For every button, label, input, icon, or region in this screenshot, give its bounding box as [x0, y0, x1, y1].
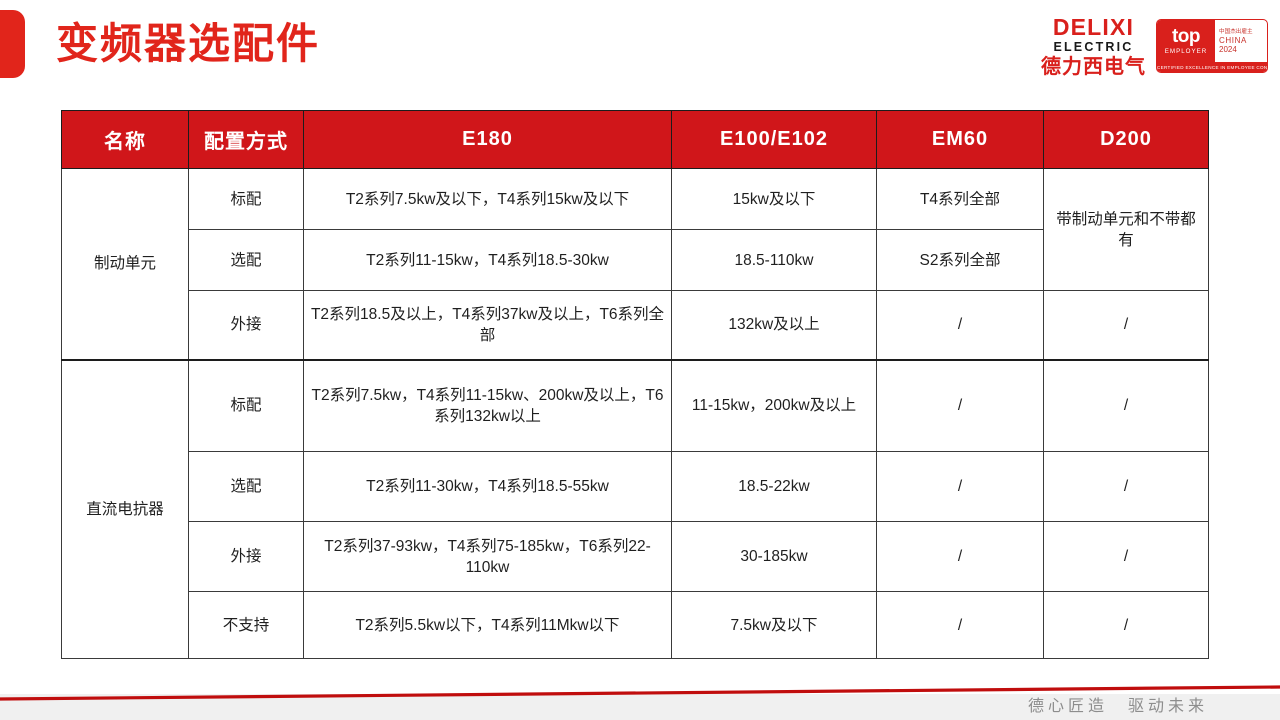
badge-employer-text: EMPLOYER	[1164, 47, 1208, 55]
e180-cell: T2系列5.5kw以下，T4系列11Mkw以下	[303, 591, 672, 659]
em60-cell: /	[876, 290, 1044, 360]
d200-cell: /	[1043, 451, 1209, 522]
brand-subtitle: ELECTRIC	[1053, 40, 1134, 54]
e100-cell: 7.5kw及以下	[671, 591, 877, 659]
brand-name: DELIXI	[1052, 14, 1135, 40]
config-cell: 选配	[188, 229, 304, 291]
footer-accent-line	[0, 682, 1280, 702]
e180-cell: T2系列18.5及以上，T4系列37kw及以上，T6系列全部	[303, 290, 672, 360]
badge-year: 2024	[1219, 45, 1237, 55]
config-cell: 标配	[188, 168, 304, 230]
delixi-logo: DELIXI ELECTRIC 德力西电气	[1041, 16, 1146, 77]
top-employer-badge: top EMPLOYER 中国杰出雇主 CHINA 2024 CERTIFIED…	[1156, 19, 1268, 74]
badge-certification-strip: CERTIFIED EXCELLENCE IN EMPLOYEE CONDITI…	[1157, 62, 1267, 73]
badge-upper: top EMPLOYER 中国杰出雇主 CHINA 2024	[1157, 20, 1267, 63]
e100-cell: 18.5-110kw	[671, 229, 877, 291]
col-header-e180: E180	[303, 110, 672, 169]
em60-cell: S2系列全部	[876, 229, 1044, 291]
table-row: 选配 T2系列11-15kw，T4系列18.5-30kw 18.5-110kw …	[62, 229, 1209, 291]
col-header-e100: E100/E102	[671, 110, 877, 169]
brand-name-cn: 德力西电气	[1041, 55, 1146, 78]
em60-cell: /	[876, 451, 1044, 522]
badge-top-text: top	[1171, 25, 1201, 47]
col-header-d200: D200	[1043, 110, 1209, 169]
footer-slogan: 德心匠造 驱动未来	[1027, 698, 1208, 715]
e180-cell: T2系列11-15kw，T4系列18.5-30kw	[303, 229, 672, 291]
table-row: 外接 T2系列18.5及以上，T4系列37kw及以上，T6系列全部 132kw及…	[62, 290, 1209, 360]
col-header-em60: EM60	[876, 110, 1044, 169]
badge-mark: top EMPLOYER	[1157, 20, 1215, 63]
e180-cell: T2系列11-30kw，T4系列18.5-55kw	[303, 451, 672, 522]
category-cell: 直流电抗器	[61, 358, 189, 659]
d200-cell: /	[1043, 591, 1209, 659]
table-row: 制动单元 标配 T2系列7.5kw及以下，T4系列15kw及以下 15kw及以下…	[61, 168, 1209, 360]
config-cell: 不支持	[188, 591, 304, 659]
e100-cell: 18.5-22kw	[671, 451, 877, 522]
e100-cell: 11-15kw，200kw及以上	[671, 358, 877, 452]
accessory-spec-table: 名称 配置方式 E180 E100/E102 EM60 D200 制动单元 标配…	[61, 110, 1209, 659]
badge-country: CHINA	[1219, 36, 1247, 46]
em60-cell: T4系列全部	[876, 168, 1044, 230]
em60-cell: /	[876, 521, 1044, 592]
badge-cn-label: 中国杰出雇主	[1219, 29, 1253, 36]
e180-cell: T2系列37-93kw，T4系列75-185kw，T6系列22-110kw	[303, 521, 672, 592]
config-cell: 选配	[188, 451, 304, 522]
e100-cell: 15kw及以下	[671, 168, 877, 230]
table-header-row: 名称 配置方式 E180 E100/E102 EM60 D200	[61, 110, 1209, 169]
badge-details: 中国杰出雇主 CHINA 2024	[1215, 20, 1267, 62]
em60-cell: /	[876, 591, 1044, 659]
d200-cell: /	[1043, 521, 1209, 592]
e180-cell: T2系列7.5kw，T4系列11-15kw、200kw及以上，T6系列132kw…	[303, 358, 672, 452]
page-title: 变频器选配件	[56, 20, 321, 67]
d200-cell: /	[1043, 358, 1209, 452]
col-header-config: 配置方式	[188, 110, 304, 169]
logo-zone: DELIXI ELECTRIC 德力西电气 top EMPLOYER 中国杰出雇…	[1041, 16, 1268, 77]
e180-cell: T2系列7.5kw及以下，T4系列15kw及以下	[303, 168, 672, 230]
table-row: 直流电抗器 标配 T2系列7.5kw，T4系列11-15kw、200kw及以上，…	[61, 358, 1209, 659]
d200-cell: 带制动单元和不带都有	[1043, 168, 1209, 291]
table-row: 选配 T2系列11-30kw，T4系列18.5-55kw 18.5-22kw /…	[62, 451, 1209, 522]
col-header-name: 名称	[61, 110, 189, 169]
config-cell: 标配	[188, 358, 304, 452]
table-row: 外接 T2系列37-93kw，T4系列75-185kw，T6系列22-110kw…	[62, 521, 1209, 592]
title-accent-bar	[0, 10, 25, 78]
em60-cell: /	[876, 358, 1044, 452]
category-cell: 制动单元	[61, 168, 189, 360]
table-row: 不支持 T2系列5.5kw以下，T4系列11Mkw以下 7.5kw及以下 / /	[62, 591, 1209, 659]
e100-cell: 30-185kw	[671, 521, 877, 592]
config-cell: 外接	[188, 290, 304, 360]
config-cell: 外接	[188, 521, 304, 592]
d200-cell: /	[1043, 290, 1209, 360]
e100-cell: 132kw及以上	[671, 290, 877, 360]
